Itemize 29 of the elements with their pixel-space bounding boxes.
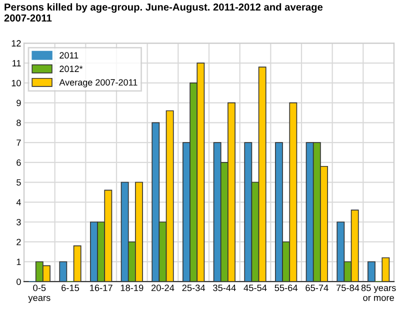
x-tick-label: 65-74 [306,284,328,292]
y-tick-label: 8 [16,120,21,126]
y-tick-label: 1 [16,258,21,266]
y-tick-label: 10 [12,80,21,86]
x-tick-label: 25-34 [182,284,206,292]
y-tick-label: 0 [16,278,21,285]
x-tick-label: 20-24 [151,284,174,292]
x-tick-label: 16-17 [90,284,112,292]
legend-label: Average 2007-2011 [59,79,138,88]
y-tick-label: 11 [12,60,21,66]
x-tick-label: 75-84 [336,284,360,292]
x-tick-label: 85 years or more [361,284,396,301]
legend-label: 2012* [60,66,83,72]
x-tick-label: 35-44 [213,284,236,292]
x-tick-label: 45-54 [244,284,267,292]
y-tick-label: 5 [16,179,21,186]
x-tick-label: 18-19 [120,284,144,292]
y-tick-label: 2 [16,238,21,246]
legend-label: 2011 [60,52,78,59]
y-tick-label: 4 [16,199,21,206]
y-tick-label: 3 [16,218,21,226]
x-tick-label: 0-5 years [28,284,50,303]
y-tick-label: 12 [12,40,21,46]
x-tick-label: 6-15 [62,284,80,292]
chart-title: Persons killed by age-group. June-August. 2011-2012 and average 2007-2011 [4,3,323,22]
y-tick-label: 7 [16,140,21,146]
x-tick-label: 55-64 [274,284,298,292]
y-tick-label: 9 [16,100,21,106]
y-tick-label: 6 [16,159,21,166]
